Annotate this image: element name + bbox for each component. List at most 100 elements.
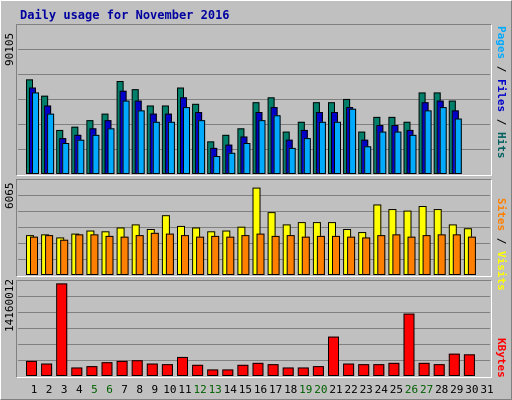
x-tick-label: 28 bbox=[435, 383, 448, 396]
pages-bar bbox=[334, 121, 341, 174]
kbytes-bar bbox=[282, 367, 294, 376]
sites-bar-outline bbox=[105, 235, 114, 276]
sites-bar bbox=[301, 236, 310, 275]
pages-bar-outline bbox=[394, 131, 402, 175]
pages-bar-outline bbox=[137, 110, 145, 174]
kbytes-bar bbox=[373, 364, 385, 376]
x-tick-label: 21 bbox=[329, 383, 342, 396]
sites-bar bbox=[196, 236, 205, 275]
sites-bar-outline bbox=[286, 235, 295, 275]
x-tick-label: 4 bbox=[76, 383, 83, 396]
kbytes-bar bbox=[71, 367, 83, 376]
pages-bar bbox=[379, 131, 387, 174]
sites-bar bbox=[271, 235, 280, 275]
kbytes-bar bbox=[131, 360, 143, 376]
pages-bar-outline bbox=[77, 139, 85, 175]
sites-bar-outline bbox=[467, 236, 476, 276]
x-tick-label: 6 bbox=[106, 383, 113, 396]
x-tick-label: 19 bbox=[299, 383, 312, 396]
kbytes-bar-outline bbox=[86, 366, 98, 377]
x-tick-label: 30 bbox=[465, 383, 478, 396]
kbytes-bar-outline bbox=[252, 362, 264, 376]
sites-bar-outline bbox=[196, 236, 205, 276]
sites-bar-outline bbox=[241, 235, 250, 275]
sites-bar bbox=[211, 235, 220, 275]
kbytes-bar bbox=[297, 367, 309, 376]
kbytes-bar-outline bbox=[222, 369, 234, 377]
sites-bar-outline bbox=[332, 235, 340, 276]
pages-bar bbox=[273, 115, 281, 174]
sites-bar bbox=[407, 236, 416, 275]
pages-bar-outline bbox=[167, 121, 175, 175]
sites-bar-outline bbox=[437, 234, 446, 275]
x-tick-label: 22 bbox=[344, 383, 357, 396]
pages-bar bbox=[107, 128, 115, 174]
sites-bar-outline bbox=[226, 236, 235, 276]
sites-bar-outline bbox=[452, 234, 461, 275]
kbytes-bar-outline bbox=[267, 364, 279, 377]
sites-bar-outline bbox=[377, 235, 386, 275]
kbytes-bar bbox=[207, 369, 219, 376]
pages-bar bbox=[409, 134, 417, 174]
sites-bar bbox=[316, 235, 325, 275]
kbytes-bar-outline bbox=[237, 364, 249, 376]
kbytes-bar-outline bbox=[131, 360, 143, 377]
sites-bar-outline bbox=[90, 234, 99, 275]
sites-bar-outline bbox=[407, 236, 416, 276]
sites-bar bbox=[377, 235, 386, 275]
kbytes-bar-outline bbox=[343, 363, 355, 377]
kbytes-bar-outline bbox=[192, 364, 204, 376]
sites-bar-outline bbox=[120, 236, 129, 276]
kbytes-bar bbox=[463, 354, 475, 376]
sites-bar bbox=[437, 234, 446, 275]
kbytes-bar bbox=[56, 283, 68, 376]
kbytes-bar-outline bbox=[448, 353, 460, 377]
kbytes-bar-outline bbox=[388, 362, 400, 376]
x-tick-label: 31 bbox=[480, 383, 493, 396]
pages-bar bbox=[439, 107, 447, 174]
sites-bar-outline bbox=[135, 235, 144, 275]
pages-bar-outline bbox=[424, 110, 432, 174]
sites-bar-outline bbox=[301, 236, 310, 276]
kbytes-bar bbox=[312, 366, 324, 376]
x-tick-label: 20 bbox=[314, 383, 327, 396]
kbytes-bar bbox=[222, 369, 234, 376]
sites-bar bbox=[105, 235, 114, 275]
sites-bar bbox=[45, 235, 54, 275]
pages-bar-outline bbox=[107, 128, 115, 174]
kbytes-bar bbox=[403, 313, 415, 376]
pages-bar-outline bbox=[243, 143, 251, 174]
kbytes-bar-outline bbox=[403, 313, 415, 377]
sites-bar bbox=[362, 237, 371, 275]
pages-bar-outline bbox=[122, 100, 130, 174]
visits-bar bbox=[56, 237, 65, 275]
kbytes-bar bbox=[343, 363, 355, 376]
sites-bar bbox=[452, 234, 461, 275]
x-tick-label: 11 bbox=[178, 383, 191, 396]
sites-bar bbox=[286, 235, 295, 275]
x-tick-label: 17 bbox=[269, 383, 282, 396]
pages-bar-outline bbox=[62, 143, 70, 174]
pages-bar bbox=[243, 143, 251, 174]
kbytes-bar-outline bbox=[312, 366, 324, 377]
sites-bar-outline bbox=[150, 232, 159, 275]
x-tick-label: 26 bbox=[405, 383, 418, 396]
x-tick-label: 23 bbox=[360, 383, 373, 396]
kbytes-bar bbox=[116, 360, 128, 376]
kbytes-bar-outline bbox=[41, 363, 53, 377]
x-tick-label: 10 bbox=[163, 383, 176, 396]
kbytes-bar-outline bbox=[328, 336, 339, 377]
sites-bar-outline bbox=[271, 235, 280, 276]
visits-bar bbox=[252, 187, 261, 275]
kbytes-bar bbox=[448, 353, 460, 376]
pages-bar-outline bbox=[454, 118, 462, 174]
sites-bar bbox=[256, 233, 265, 275]
pages-bar bbox=[303, 138, 311, 174]
kbytes-bar-outline bbox=[207, 369, 219, 377]
pages-bar bbox=[152, 121, 160, 174]
pages-bar bbox=[258, 120, 266, 174]
x-tick-label: 8 bbox=[136, 383, 143, 396]
sites-bar-outline bbox=[362, 237, 371, 276]
